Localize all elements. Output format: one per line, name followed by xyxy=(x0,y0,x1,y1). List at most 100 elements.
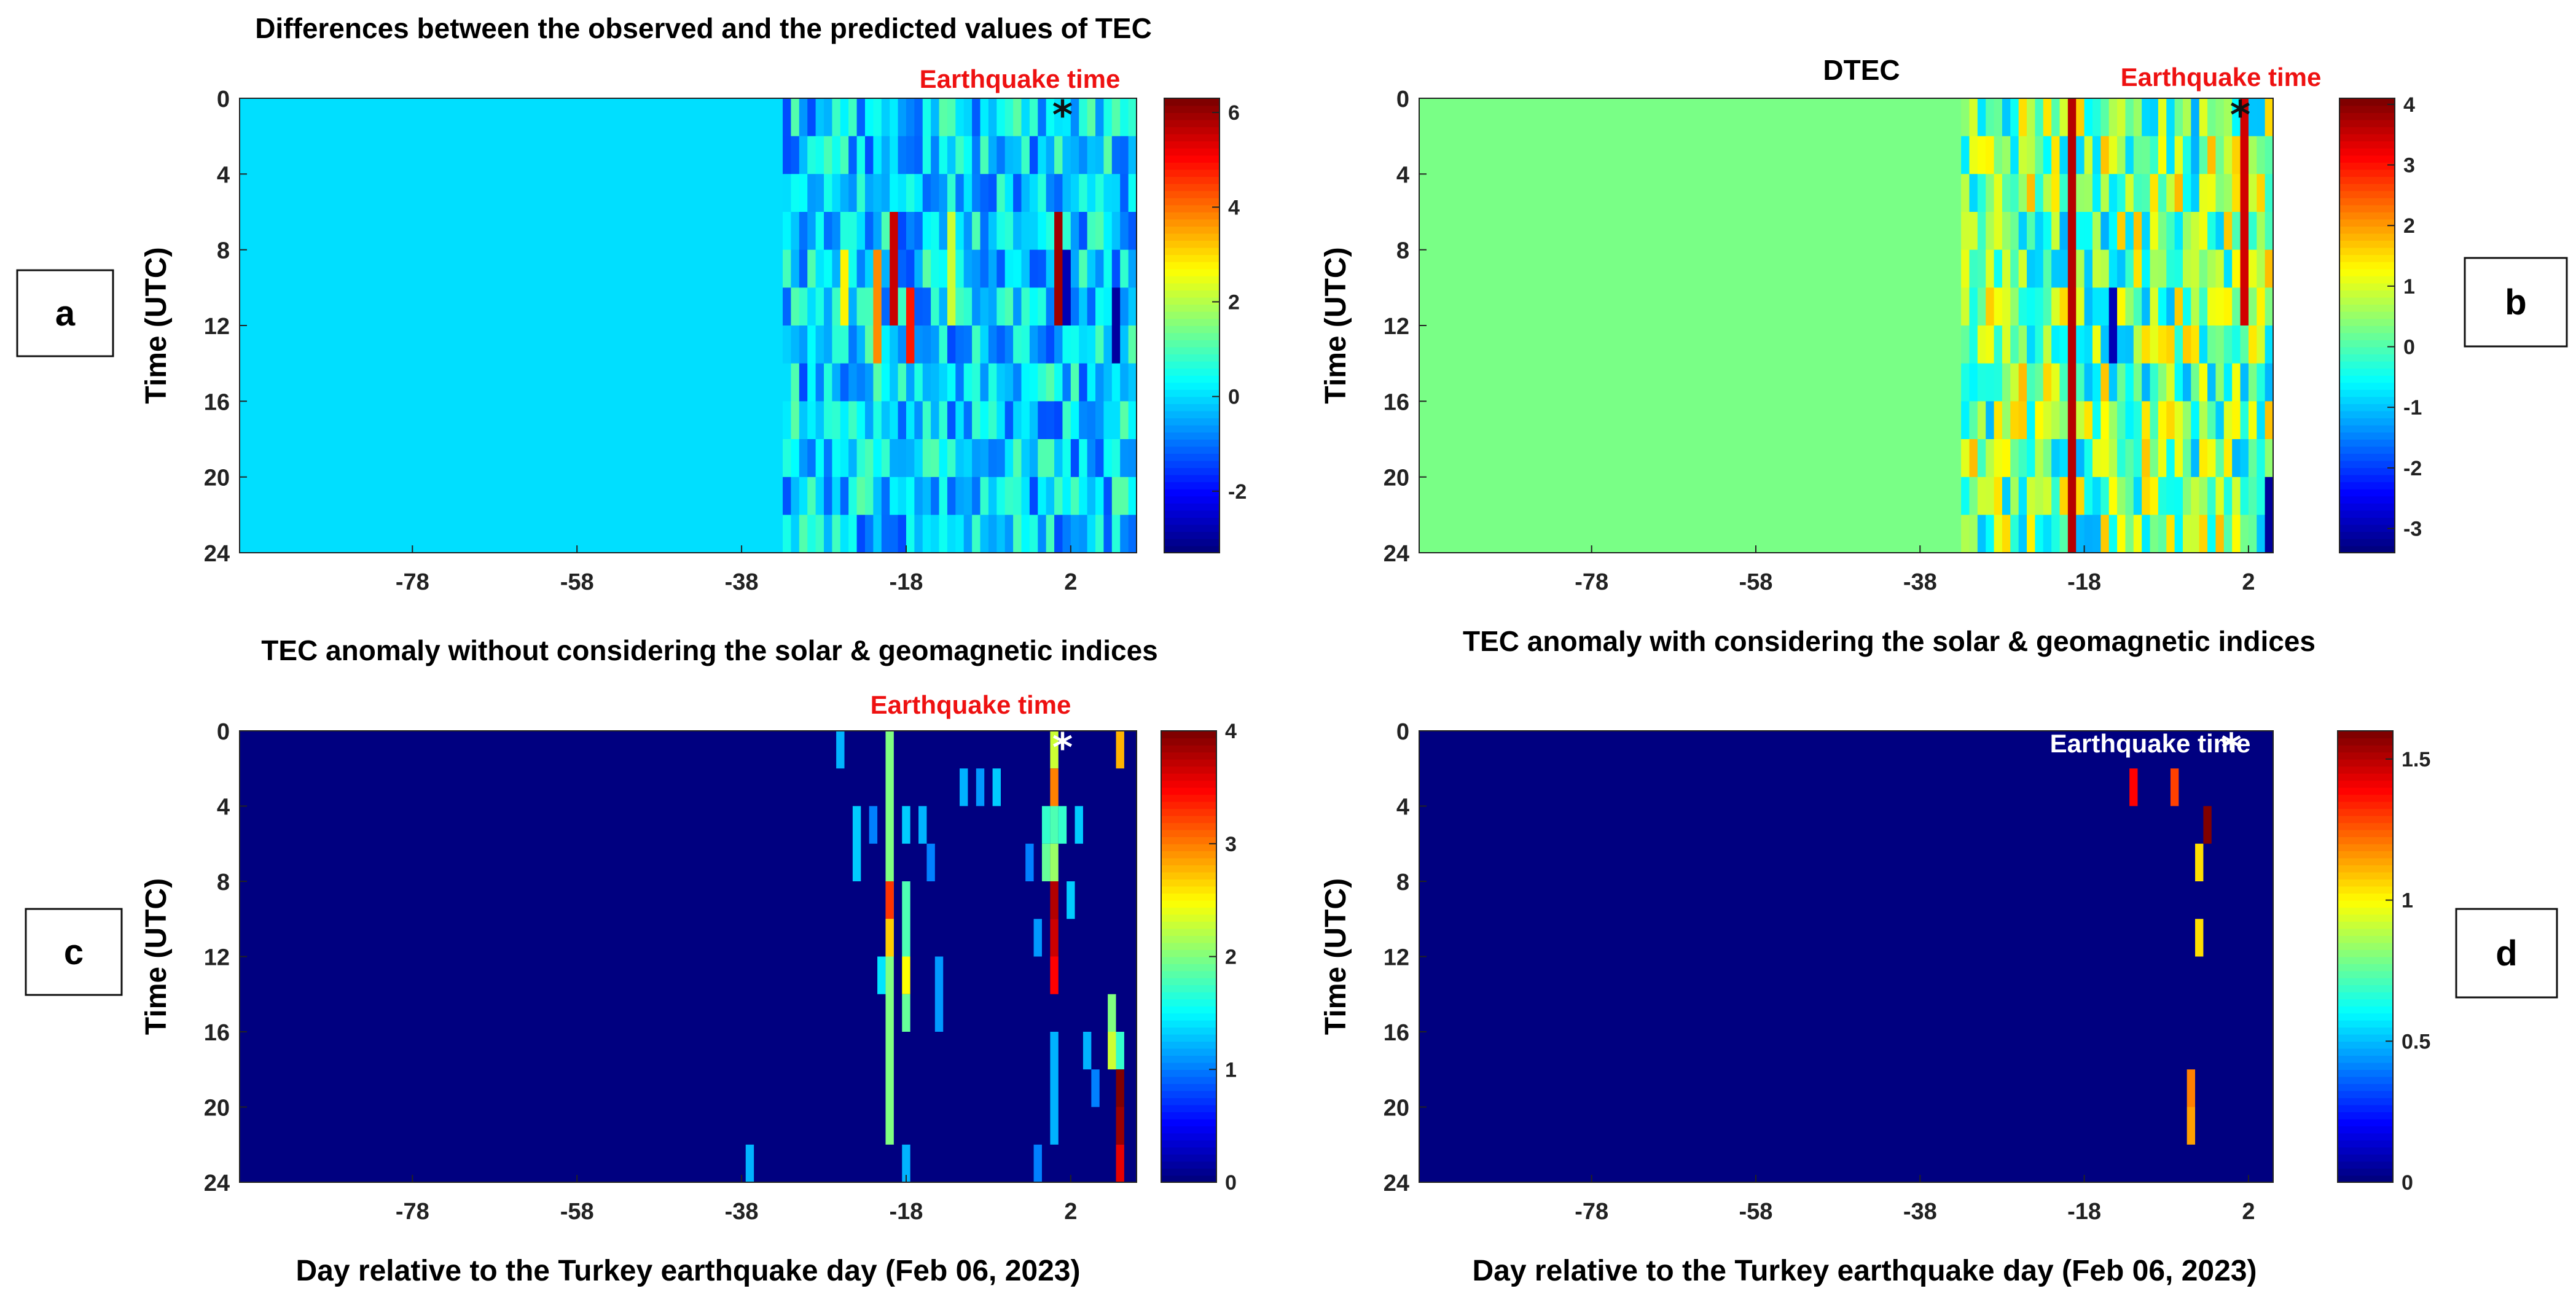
heatmap-cell xyxy=(2117,515,2126,553)
colorbar-segment xyxy=(2339,531,2395,539)
colorbar-segment xyxy=(1161,744,1216,753)
colorbar-segment xyxy=(1161,758,1216,767)
colorbar-tick-label: 6 xyxy=(1228,101,1240,125)
heatmap-cell xyxy=(783,174,792,212)
heatmap-cell xyxy=(2182,363,2191,402)
heatmap-cell xyxy=(1961,98,1970,137)
heatmap-cell xyxy=(1070,401,1079,440)
heatmap-cell xyxy=(931,287,940,326)
heatmap-cell xyxy=(1977,174,1986,212)
heatmap-cell xyxy=(2100,326,2110,364)
colorbar-segment xyxy=(1164,453,1219,461)
heatmap-cell xyxy=(2043,212,2052,251)
heatmap-cell xyxy=(2133,363,2142,402)
y-tick-label: 8 xyxy=(217,870,230,895)
colorbar-segment xyxy=(2338,851,2393,859)
heatmap-cell xyxy=(2092,212,2101,251)
heatmap-cell xyxy=(848,98,858,137)
heatmap-cell xyxy=(1038,401,1047,440)
earthquake-marker: * xyxy=(2221,726,2241,771)
heatmap-cell xyxy=(783,515,792,553)
heatmap-cell xyxy=(783,98,792,137)
heatmap-cell xyxy=(2043,174,2052,212)
heatmap-cell xyxy=(2084,174,2093,212)
heatmap-cell xyxy=(2117,401,2126,440)
heatmap-cell xyxy=(955,515,965,553)
colorbar-segment xyxy=(2338,780,2393,788)
heatmap-cell xyxy=(2067,98,2077,137)
heatmap-cell xyxy=(783,136,792,174)
heatmap-cell xyxy=(2240,401,2249,440)
heatmap-cell xyxy=(939,174,948,212)
heatmap-cell xyxy=(2182,326,2191,364)
heatmap-cell xyxy=(2129,768,2138,806)
heatmap-cell xyxy=(1961,363,1970,402)
colorbar-segment xyxy=(1161,942,1216,950)
heatmap-cell xyxy=(2257,98,2266,137)
heatmap-cell xyxy=(2076,363,2085,402)
heatmap-cell xyxy=(2248,174,2257,212)
heatmap-cell xyxy=(2010,136,2019,174)
heatmap-cell xyxy=(783,477,792,515)
heatmap-cell xyxy=(918,806,927,844)
heatmap-cell xyxy=(2199,136,2208,174)
heatmap-cell xyxy=(2199,98,2208,137)
heatmap-cell xyxy=(2027,136,2036,174)
colorbar-segment xyxy=(2338,1019,2393,1028)
heatmap-cell xyxy=(980,212,989,251)
heatmap-cell xyxy=(2125,401,2134,440)
heatmap-cell xyxy=(955,136,965,174)
colorbar-segment xyxy=(1164,481,1219,489)
colorbar-segment xyxy=(2338,1041,2393,1049)
heatmap-cell xyxy=(2257,212,2266,251)
heatmap-cell xyxy=(1079,477,1088,515)
colorbar-segment xyxy=(2338,815,2393,824)
panel-label-b-box: b xyxy=(2464,257,2568,348)
colorbar-segment xyxy=(1164,517,1219,525)
heatmap-cell xyxy=(922,174,931,212)
colorbar-segment xyxy=(1161,893,1216,901)
heatmap-cell xyxy=(1046,515,1055,553)
heatmap-cell xyxy=(898,363,907,402)
heatmap-cell xyxy=(2191,174,2200,212)
heatmap-cell xyxy=(1108,994,1116,1032)
heatmap-cell xyxy=(1004,477,1014,515)
heatmap-cell xyxy=(856,477,866,515)
heatmap-cell xyxy=(2150,477,2159,515)
panel-label-b: b xyxy=(2505,283,2526,322)
heatmap-cell xyxy=(799,515,808,553)
heatmap-cell xyxy=(1046,439,1055,478)
heatmap-cell xyxy=(906,212,915,251)
heatmap-cell xyxy=(2117,136,2126,174)
heatmap-cell xyxy=(791,326,800,364)
heatmap-cell xyxy=(864,249,874,288)
colorbar-segment xyxy=(2339,418,2395,426)
heatmap-cell xyxy=(2084,477,2093,515)
heatmap-cell xyxy=(2232,363,2241,402)
colorbar-segment xyxy=(1161,970,1216,978)
colorbar-segment xyxy=(1164,105,1219,113)
heatmap-cell xyxy=(2248,212,2257,251)
heatmap-cell xyxy=(1082,1032,1092,1070)
heatmap-cell xyxy=(2027,287,2036,326)
heatmap-cell xyxy=(955,212,965,251)
heatmap-cell xyxy=(1067,881,1075,919)
heatmap-cell xyxy=(1120,98,1129,137)
heatmap-cell xyxy=(890,136,899,174)
heatmap-cell xyxy=(2051,515,2061,553)
heatmap-cell xyxy=(914,212,923,251)
heatmap-cell xyxy=(2018,477,2027,515)
heatmap-cell xyxy=(1120,326,1129,364)
x-tick-label: -18 xyxy=(889,1199,923,1225)
heatmap-cell xyxy=(2191,136,2200,174)
heatmap-cell xyxy=(2076,174,2085,212)
y-tick-label: 24 xyxy=(204,1171,230,1196)
heatmap-cell xyxy=(980,136,989,174)
heatmap-cell xyxy=(1004,174,1014,212)
heatmap-cell xyxy=(840,174,849,212)
heatmap-cell xyxy=(791,363,800,402)
colorbar-segment xyxy=(1164,503,1219,511)
heatmap-cell xyxy=(2108,363,2118,402)
colorbar-segment xyxy=(1161,991,1216,1000)
heatmap-cell xyxy=(1969,477,1978,515)
